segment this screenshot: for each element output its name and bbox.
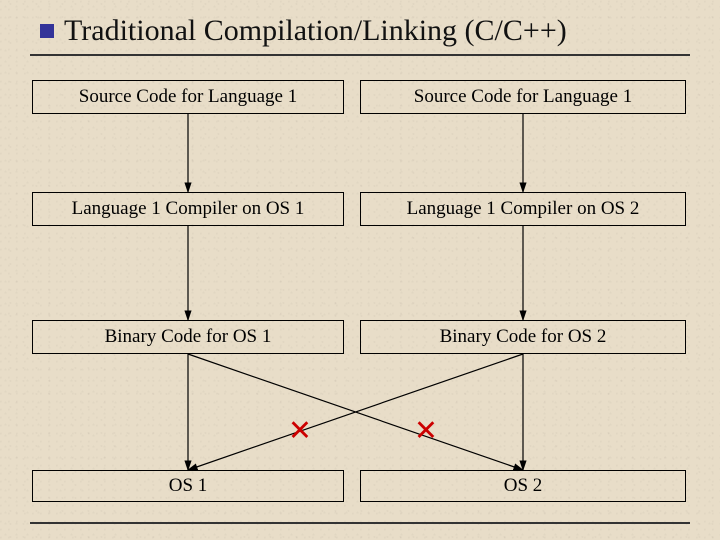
hr-bottom bbox=[30, 522, 690, 524]
arrow bbox=[188, 354, 523, 470]
arrow-lines bbox=[188, 114, 523, 470]
bullet-icon bbox=[40, 24, 54, 38]
box-binary-left: Binary Code for OS 1 bbox=[32, 320, 344, 354]
box-compiler-right: Language 1 Compiler on OS 2 bbox=[360, 192, 686, 226]
arrow bbox=[188, 354, 523, 470]
title-row: Traditional Compilation/Linking (C/C++) bbox=[40, 14, 680, 48]
cross-icon: × bbox=[415, 410, 438, 450]
slide-content: Traditional Compilation/Linking (C/C++) … bbox=[0, 0, 720, 540]
box-source-right: Source Code for Language 1 bbox=[360, 80, 686, 114]
box-source-left: Source Code for Language 1 bbox=[32, 80, 344, 114]
box-binary-right: Binary Code for OS 2 bbox=[360, 320, 686, 354]
box-os-left: OS 1 bbox=[32, 470, 344, 502]
cross-icon: × bbox=[289, 410, 312, 450]
box-compiler-left: Language 1 Compiler on OS 1 bbox=[32, 192, 344, 226]
slide-title: Traditional Compilation/Linking (C/C++) bbox=[64, 14, 567, 48]
box-os-right: OS 2 bbox=[360, 470, 686, 502]
hr-top bbox=[30, 54, 690, 56]
